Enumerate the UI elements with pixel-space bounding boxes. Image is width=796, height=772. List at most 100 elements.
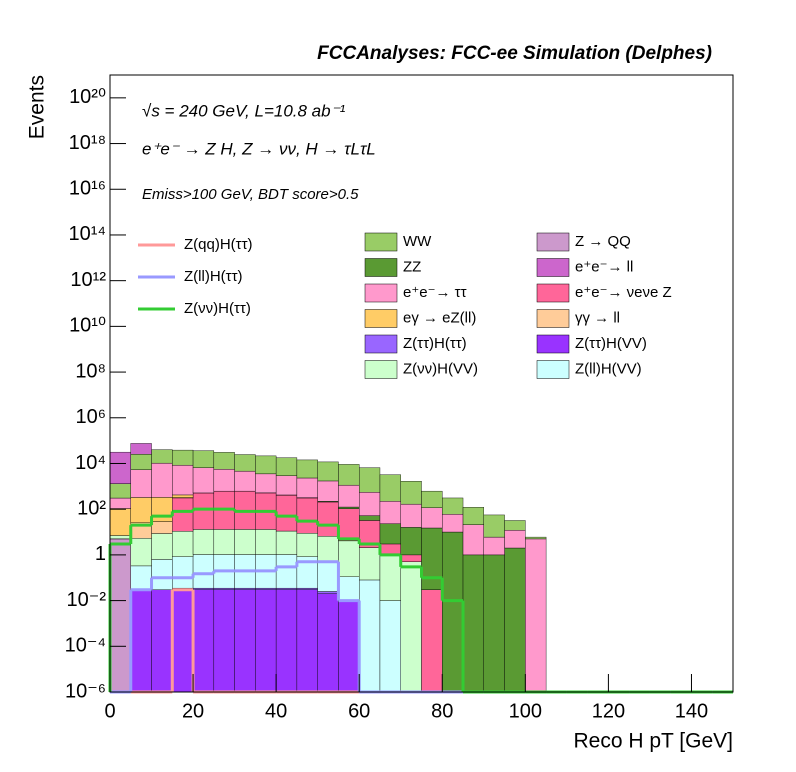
legend-swatch <box>364 334 398 354</box>
bar-segment <box>421 507 443 529</box>
y-tick-label: 10¹² <box>70 269 106 291</box>
legend-label: Z → QQ <box>575 233 631 250</box>
x-tick-label: 60 <box>348 700 370 722</box>
legend-swatch <box>536 232 570 252</box>
bar-segment <box>192 554 215 589</box>
bar-segment <box>109 497 131 509</box>
bar-segment <box>504 520 526 531</box>
bar-segment <box>109 451 131 484</box>
bar-segment <box>421 527 443 590</box>
x-tick-label: 40 <box>265 700 287 722</box>
bar-segment <box>379 523 401 545</box>
y-tick-label: 1 <box>95 543 106 565</box>
bar-segment <box>379 554 401 601</box>
signal-connector <box>170 589 195 692</box>
bar-segment <box>359 515 381 521</box>
bar-segment <box>338 484 360 508</box>
bar-segment <box>255 473 277 494</box>
legend-label: eγ → eZ(ll) <box>403 309 476 326</box>
bar-segment <box>400 503 422 528</box>
bar-segment <box>296 533 318 557</box>
bar-segment <box>296 589 318 693</box>
bar-segment <box>130 443 152 455</box>
bar-segment <box>109 508 131 536</box>
bar-segment <box>192 587 215 590</box>
x-tick-label: 0 <box>104 700 115 722</box>
bar-segment <box>338 576 360 601</box>
bar-segment <box>255 587 277 590</box>
bar-segment <box>379 600 401 693</box>
x-tick-label: 120 <box>592 700 625 722</box>
bar-segment <box>151 497 173 522</box>
y-tick-label: 10¹⁰ <box>69 315 106 337</box>
legend-swatch <box>536 360 570 379</box>
bar-segment <box>442 497 464 515</box>
legend-label: Z(qq)H(ττ) <box>184 236 253 253</box>
legend-swatch <box>536 283 570 303</box>
bar-segment <box>421 589 443 693</box>
y-tick-label: 10⁻² <box>67 589 107 611</box>
bar-segment <box>151 533 173 560</box>
bar-segment <box>192 467 215 494</box>
bar-segment <box>400 527 422 556</box>
x-tick-label: 80 <box>431 700 453 722</box>
bar-segment <box>255 455 277 475</box>
bar-segment <box>338 506 360 509</box>
bar-segment <box>172 589 194 693</box>
bar-segment <box>234 587 256 590</box>
bar-segment <box>338 464 360 486</box>
chart-title: FCCAnalyses: FCC-ee Simulation (Delphes) <box>317 43 712 64</box>
bar-segment <box>359 547 381 581</box>
bar-segment <box>109 538 131 693</box>
bar-segment <box>151 559 173 590</box>
bar-segment <box>130 454 152 470</box>
bar-segment <box>400 481 422 505</box>
legend-swatch <box>536 309 570 328</box>
bar-segment <box>172 497 194 532</box>
bar-segment <box>338 508 360 542</box>
legend-label: Z(ττ)H(ττ) <box>403 335 467 352</box>
bar-segment <box>462 554 484 693</box>
y-tick-label: 10⁶ <box>76 406 106 428</box>
legend-label: e⁺e⁻→ ll <box>575 258 633 275</box>
bar-segment <box>275 530 298 555</box>
bar-segment <box>338 600 360 693</box>
bar-segment <box>151 449 173 464</box>
y-tick-label: 10⁴ <box>75 452 106 474</box>
legend-label: Z(νν)H(VV) <box>403 360 478 377</box>
legend-swatch <box>364 232 398 252</box>
x-tick-label: 100 <box>509 700 542 722</box>
bar-segment <box>379 474 401 502</box>
bar-segment <box>213 469 235 492</box>
legend-swatch <box>364 258 398 277</box>
legend-swatch <box>364 283 398 303</box>
bar-segment <box>255 589 277 693</box>
bar-segment <box>296 459 318 479</box>
bar-segment <box>379 543 401 555</box>
bar-segment <box>172 556 194 589</box>
bar-segment <box>400 561 422 693</box>
bar-segment <box>442 514 464 533</box>
bar-segment <box>130 497 152 524</box>
bar-segment <box>317 461 339 482</box>
bar-segment <box>317 501 339 537</box>
y-tick-label: 10⁻⁶ <box>65 680 106 702</box>
bar-segment <box>151 462 173 498</box>
bar-segment <box>504 530 526 549</box>
bar-segment <box>525 536 547 540</box>
bar-segment <box>172 464 194 496</box>
bar-segment <box>442 531 464 693</box>
bar-segment <box>109 535 131 540</box>
bar-segment <box>192 529 215 555</box>
annotation: √s = 240 GeV, L=10.8 ab⁻¹ <box>142 101 346 120</box>
legend-label: e⁺e⁻→ ττ <box>403 284 467 301</box>
bar-segment <box>275 457 298 476</box>
legend-swatch <box>364 360 398 379</box>
plot-frame <box>109 74 734 693</box>
bar-segment <box>525 538 547 693</box>
y-tick-label: 10¹⁴ <box>69 223 107 245</box>
bar-segment <box>234 529 256 555</box>
bar-segment <box>275 589 298 693</box>
bar-segment <box>359 579 381 693</box>
